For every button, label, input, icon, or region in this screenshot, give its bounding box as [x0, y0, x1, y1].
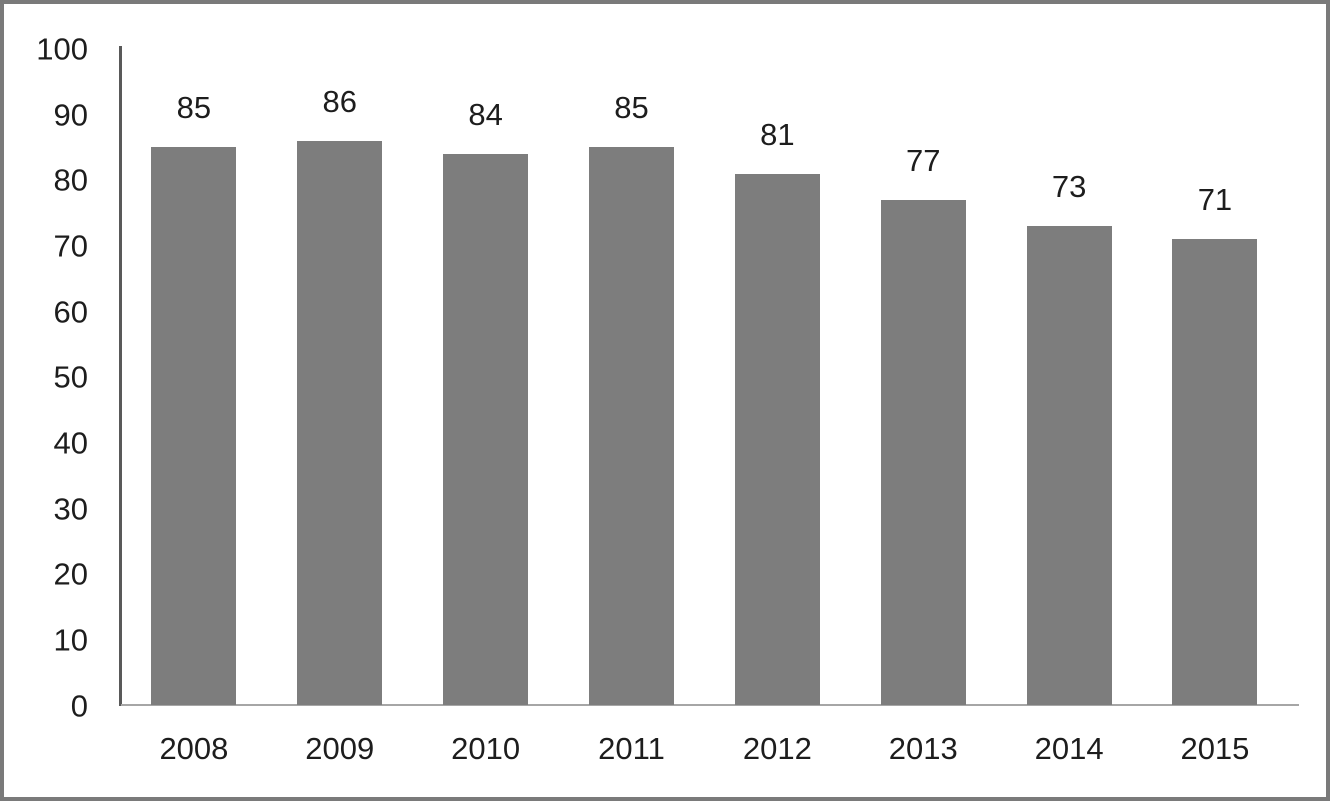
- x-tick-label: 2009: [305, 731, 375, 766]
- bar-value-label: 85: [614, 90, 649, 126]
- bar-value-label: 81: [760, 116, 795, 152]
- y-tick-label: 40: [53, 425, 88, 461]
- bar: [443, 154, 529, 706]
- bar-value-label: 84: [468, 97, 503, 133]
- bar: [1026, 226, 1112, 706]
- bar: [1172, 239, 1258, 706]
- x-tick-label: 2014: [1034, 731, 1104, 766]
- bar-value-label: 86: [322, 83, 358, 119]
- x-tick-label: 2013: [888, 731, 958, 766]
- x-tick-label: 2010: [451, 731, 521, 766]
- bar: [880, 199, 966, 706]
- bar: [151, 147, 237, 706]
- x-tick-label: 2015: [1180, 731, 1250, 766]
- y-tick-label: 100: [36, 31, 88, 67]
- bar-value-label: 85: [176, 90, 212, 126]
- y-tick-label: 70: [53, 228, 88, 264]
- bar: [297, 140, 383, 706]
- x-tick-label: 2012: [742, 731, 812, 766]
- bar-value-label: 77: [905, 142, 941, 178]
- bar: [734, 173, 820, 706]
- x-tick-label: 2008: [159, 731, 229, 766]
- y-tick-label: 30: [53, 491, 88, 527]
- y-tick-label: 90: [53, 97, 88, 133]
- y-tick-label: 20: [53, 556, 88, 592]
- bar-value-label: 71: [1197, 182, 1233, 218]
- y-tick-label: 0: [70, 688, 88, 723]
- bar-value-label: 73: [1051, 169, 1087, 205]
- y-tick-label: 50: [53, 359, 88, 395]
- y-tick-label: 60: [53, 294, 88, 330]
- x-axis-baseline: [121, 704, 1299, 706]
- bar: [589, 147, 674, 706]
- x-tick-label: 2011: [598, 731, 665, 766]
- y-tick-label: 10: [53, 622, 88, 658]
- y-axis-line: [119, 46, 122, 706]
- bar-chart: 100 90 80 70 60 50 40 30 20 10 0 85 2008 86 2009 84 2010…: [4, 4, 1326, 797]
- y-tick-label: 80: [53, 162, 88, 198]
